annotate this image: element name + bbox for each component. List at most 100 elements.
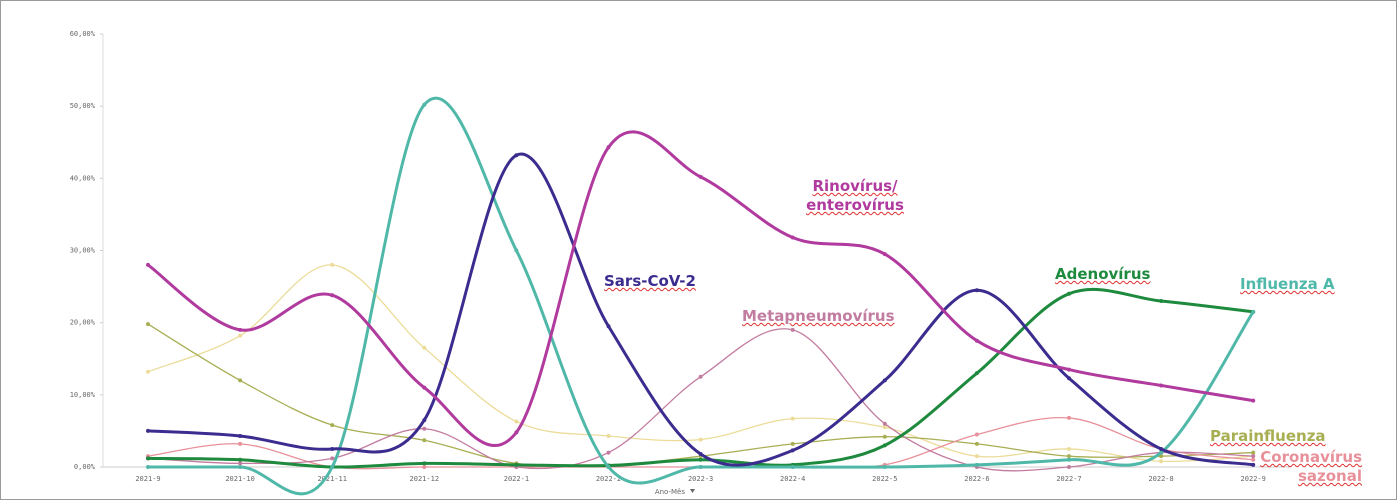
point [422,385,427,390]
point [790,448,795,453]
series-line [147,152,1254,467]
x-tick-label: 2022-6 [964,475,989,483]
y-tick-label: 40,00% [70,174,96,182]
point [238,327,243,332]
series-label-text: Metapneumovírus [742,307,895,325]
point [422,418,427,423]
x-tick-label: 2022-2 [596,475,621,483]
point [238,333,243,338]
point [330,446,335,451]
x-axis-label: Ano-Mês [655,488,686,496]
point [514,462,519,467]
x-tick-label: 2022-1 [504,475,529,483]
point [698,452,703,457]
point [1067,454,1071,459]
series-label: Metapneumovírus [742,307,895,326]
point [238,433,243,438]
y-tick-label: 0,00% [74,463,96,471]
point [330,456,335,461]
point [974,454,979,459]
y-tick-label: 10,00% [70,391,96,399]
point [146,262,150,267]
series-label: Sars-CoV-2 [604,272,696,291]
point [882,443,887,448]
point [514,430,519,435]
point [330,262,335,267]
series-label-text: Parainfluenza [1210,427,1326,445]
point [1067,291,1071,296]
point [1251,398,1256,403]
point [330,293,335,298]
point [790,465,795,469]
x-tick-label: 2022-4 [780,475,805,483]
point [422,465,427,469]
point [422,426,427,431]
point [882,378,887,383]
point [514,153,519,158]
x-tick-label: 2022-7 [1056,475,1081,483]
point [790,327,795,332]
point [698,437,703,442]
point [1159,299,1164,304]
point [882,465,887,469]
point [882,425,887,430]
point [422,102,427,107]
point [606,433,611,438]
x-tick-label: 2021-12 [410,475,440,483]
point [146,456,150,461]
point [1251,309,1256,314]
y-tick-label: 20,00% [70,319,96,327]
point [974,371,979,376]
point [330,423,335,428]
point [974,462,979,467]
point [790,235,795,240]
series-label: Parainfluenza [1210,427,1326,446]
point [1067,367,1071,372]
x-tick-label: 2021-9 [135,475,160,483]
point [1159,450,1164,455]
point [1067,457,1071,462]
point [238,378,243,383]
point [1067,415,1071,420]
series-label-text: Influenza A [1240,275,1335,293]
point [790,416,795,421]
point [606,450,611,455]
point [1251,457,1256,462]
series-label-text: Rinovírus/ enterovírus [806,177,904,214]
dropdown-arrow[interactable] [690,489,695,493]
point [1159,383,1164,388]
series-label-text: Sars-CoV-2 [604,272,696,290]
point [238,457,243,462]
y-tick-label: 60,00% [70,30,96,38]
point [606,465,611,469]
point [698,374,703,379]
y-tick-label: 30,00% [70,247,96,255]
point [974,432,979,437]
point [238,461,243,466]
x-tick-label: 2022-9 [1241,475,1266,483]
point [146,465,150,469]
point [422,345,427,350]
x-tick-label: 2021-11 [317,475,347,483]
point [1067,376,1071,381]
point [1251,462,1256,467]
point [1067,465,1071,469]
point [238,465,243,469]
point [606,324,611,329]
point [698,465,703,469]
point [514,248,519,253]
series-label: Coronavírus sazonal [1222,448,1362,486]
series-label-text: Coronavírus sazonal [1260,448,1362,485]
point [1067,446,1071,451]
point [514,419,519,424]
point [1251,450,1256,455]
x-tick-label: 2021-10 [225,475,255,483]
point [146,369,150,374]
x-tick-label: 2022-5 [872,475,897,483]
point [330,465,335,469]
point [974,338,979,343]
point [698,174,703,179]
x-tick-label: 2022-8 [1148,475,1173,483]
